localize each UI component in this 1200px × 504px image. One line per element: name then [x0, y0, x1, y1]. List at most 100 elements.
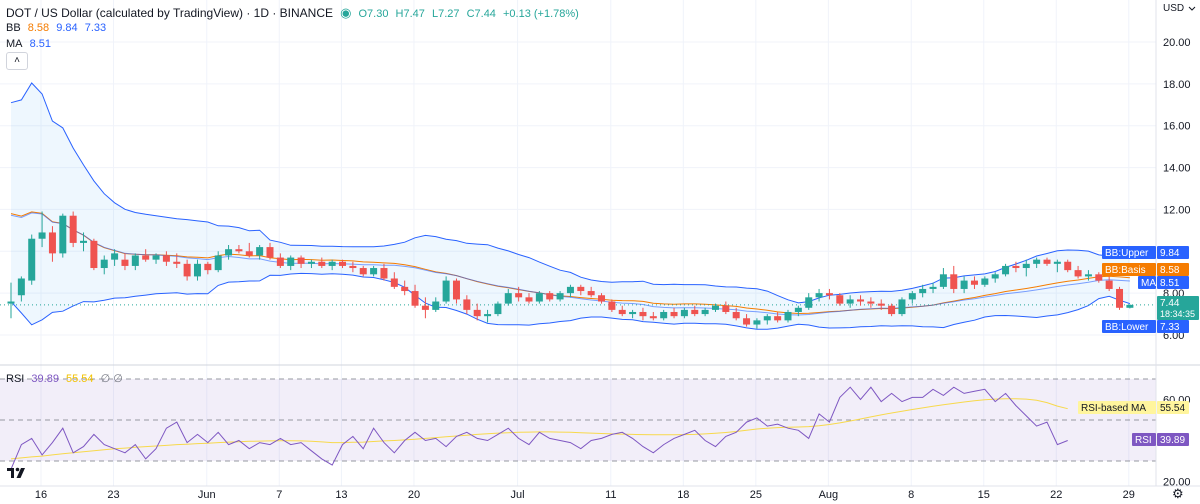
candle-body[interactable] [162, 255, 170, 262]
candle-body[interactable] [753, 320, 761, 325]
candle-body[interactable] [235, 249, 243, 252]
candle-body[interactable] [266, 247, 274, 258]
tradingview-logo-icon[interactable] [5, 460, 27, 482]
candle-body[interactable] [121, 259, 129, 266]
candle-body[interactable] [1126, 304, 1134, 308]
candle-body[interactable] [1022, 263, 1030, 269]
candle-body[interactable] [960, 280, 968, 289]
candle-body[interactable] [80, 240, 88, 243]
candle-body[interactable] [59, 215, 67, 254]
candle-body[interactable] [1116, 288, 1124, 308]
candle-body[interactable] [173, 261, 181, 264]
candle-body[interactable] [825, 293, 833, 296]
candle-body[interactable] [90, 240, 98, 269]
candle-body[interactable] [1074, 270, 1082, 277]
candle-body[interactable] [452, 280, 460, 300]
candle-body[interactable] [48, 232, 56, 254]
candle-body[interactable] [214, 255, 222, 271]
candle-body[interactable] [639, 311, 647, 317]
symbol-title[interactable]: DOT / US Dollar (calculated by TradingVi… [6, 6, 333, 20]
candle-body[interactable] [981, 278, 989, 285]
candle-body[interactable] [598, 295, 606, 302]
candle-body[interactable] [991, 274, 999, 279]
candle-body[interactable] [919, 288, 927, 294]
candle-body[interactable] [256, 247, 264, 256]
candle-body[interactable] [401, 286, 409, 292]
candle-body[interactable] [846, 299, 854, 304]
candle-body[interactable] [877, 303, 885, 306]
candle-body[interactable] [670, 311, 678, 317]
candle-body[interactable] [608, 301, 616, 310]
candle-body[interactable] [318, 261, 326, 266]
candle-body[interactable] [566, 286, 574, 294]
candle-body[interactable] [328, 261, 336, 266]
candle-body[interactable] [7, 301, 15, 304]
candle-body[interactable] [287, 257, 295, 266]
candle-body[interactable] [556, 293, 564, 300]
candle-body[interactable] [691, 309, 699, 315]
gear-icon[interactable]: ⚙ [1172, 486, 1184, 501]
candle-body[interactable] [525, 297, 533, 302]
candle-body[interactable] [421, 305, 429, 310]
candle-body[interactable] [1002, 265, 1010, 275]
candle-body[interactable] [629, 311, 637, 315]
candle-body[interactable] [649, 316, 657, 319]
candle-body[interactable] [1084, 274, 1092, 277]
rsi-legend[interactable]: RSI 39.89 55.54 ∅ ∅ [6, 372, 127, 385]
candle-body[interactable] [142, 255, 150, 260]
candle-body[interactable] [929, 286, 937, 289]
candle-body[interactable] [763, 316, 771, 321]
candle-body[interactable] [535, 293, 543, 302]
rsi-pane[interactable] [0, 378, 1156, 470]
candle-body[interactable] [774, 316, 782, 321]
candle-body[interactable] [339, 261, 347, 266]
candle-body[interactable] [701, 309, 709, 315]
candle-body[interactable] [546, 293, 554, 300]
collapse-legend-button[interactable]: ˄ [6, 52, 28, 70]
candle-body[interactable] [152, 255, 160, 260]
ma-legend[interactable]: MA 8.51 [6, 38, 55, 50]
candle-body[interactable] [618, 309, 626, 315]
candle-body[interactable] [111, 253, 119, 260]
candle-body[interactable] [349, 265, 357, 269]
candle-body[interactable] [484, 314, 492, 317]
candle-body[interactable] [463, 299, 471, 310]
candle-body[interactable] [1043, 259, 1051, 264]
candle-body[interactable] [183, 263, 191, 277]
candle-body[interactable] [276, 257, 284, 266]
candle-body[interactable] [867, 301, 875, 304]
candle-body[interactable] [494, 303, 502, 315]
candle-body[interactable] [577, 286, 585, 292]
candle-body[interactable] [442, 280, 450, 302]
candle-body[interactable] [1095, 274, 1103, 281]
candle-body[interactable] [794, 307, 802, 312]
candle-body[interactable] [515, 293, 523, 298]
candle-body[interactable] [100, 259, 108, 269]
candle-body[interactable] [131, 255, 139, 266]
candle-body[interactable] [805, 297, 813, 308]
candle-body[interactable] [743, 318, 751, 325]
candle-body[interactable] [939, 274, 947, 287]
candle-body[interactable] [857, 299, 865, 302]
candle-body[interactable] [1033, 259, 1041, 264]
candle-body[interactable] [1105, 280, 1113, 289]
candle-body[interactable] [1012, 265, 1020, 269]
candle-body[interactable] [370, 268, 378, 275]
candle-body[interactable] [359, 268, 367, 275]
candle-body[interactable] [587, 291, 595, 296]
candle-body[interactable] [908, 293, 916, 300]
candle-body[interactable] [473, 309, 481, 317]
candle-body[interactable] [660, 311, 668, 319]
candle-body[interactable] [411, 291, 419, 306]
candle-body[interactable] [970, 280, 978, 285]
candle-body[interactable] [711, 305, 719, 310]
candle-body[interactable] [297, 257, 305, 264]
candle-body[interactable] [1064, 261, 1072, 271]
candle-body[interactable] [245, 251, 253, 256]
candle-body[interactable] [17, 278, 25, 296]
candle-body[interactable] [390, 278, 398, 287]
candle-body[interactable] [204, 263, 212, 271]
candle-body[interactable] [380, 268, 388, 279]
candle-body[interactable] [784, 311, 792, 321]
